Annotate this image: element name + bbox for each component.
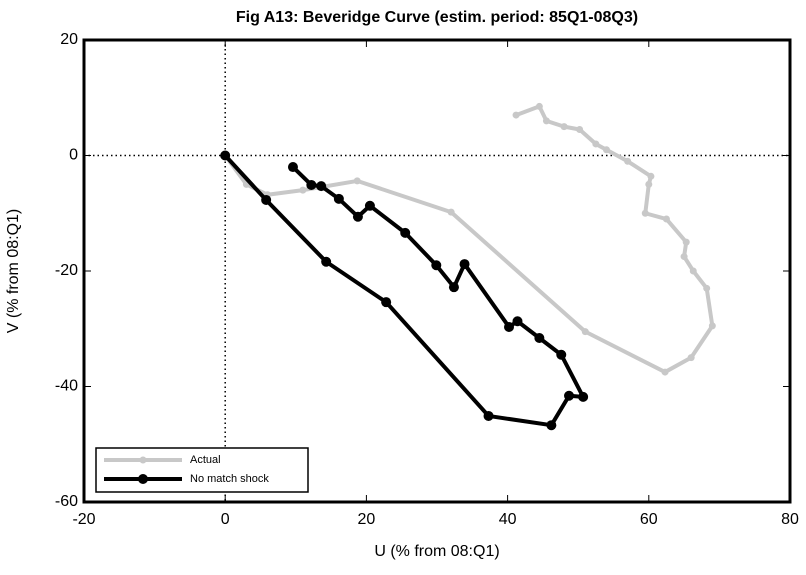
marker: [352, 211, 363, 222]
y-tick-label: -20: [55, 262, 78, 279]
marker: [578, 391, 589, 402]
marker: [680, 253, 688, 261]
legend-marker: [138, 474, 148, 484]
marker: [261, 194, 272, 205]
marker: [602, 146, 610, 154]
marker: [564, 390, 575, 401]
marker: [220, 150, 231, 161]
marker: [592, 140, 600, 148]
marker: [645, 180, 653, 188]
marker: [682, 238, 690, 246]
marker: [483, 410, 494, 421]
marker: [546, 420, 557, 431]
marker: [512, 111, 520, 119]
marker: [431, 260, 442, 271]
marker: [306, 179, 317, 190]
x-tick-label: 60: [640, 511, 658, 528]
marker: [624, 157, 632, 165]
marker: [321, 256, 332, 267]
chart-title: Fig A13: Beveridge Curve (estim. period:…: [236, 9, 638, 26]
y-tick-label: 20: [60, 31, 78, 48]
y-tick-label: -40: [55, 378, 78, 395]
marker: [689, 267, 697, 275]
marker: [662, 215, 670, 223]
x-axis-label: U (% from 08:Q1): [374, 543, 499, 560]
marker: [534, 332, 545, 343]
marker: [381, 297, 392, 308]
marker: [459, 259, 470, 270]
marker: [560, 123, 568, 131]
series-line: [223, 104, 715, 375]
x-tick-label: 80: [781, 511, 799, 528]
marker: [661, 368, 669, 376]
marker: [542, 117, 550, 125]
plot-frame: [82, 38, 792, 504]
x-tick-label: 20: [358, 511, 376, 528]
marker: [400, 227, 411, 238]
series-line: [223, 154, 586, 428]
marker: [556, 349, 567, 360]
marker: [448, 282, 459, 293]
marker: [703, 284, 711, 292]
legend-box: [95, 447, 309, 493]
y-axis-label: V (% from 08:Q1): [5, 209, 22, 333]
marker: [364, 200, 375, 211]
x-tick-label: -20: [72, 511, 95, 528]
marker: [708, 322, 716, 330]
y-tick-label: 0: [69, 147, 78, 164]
marker: [316, 181, 327, 192]
marker: [647, 172, 655, 180]
marker: [576, 126, 584, 134]
marker: [353, 177, 361, 185]
marker: [641, 209, 649, 217]
marker: [512, 316, 523, 327]
marker: [687, 354, 695, 362]
marker: [581, 328, 589, 336]
marker: [299, 186, 307, 194]
legend: Actual No match shock: [95, 447, 309, 493]
x-tick-label: 0: [221, 511, 230, 528]
legend-marker: [139, 456, 147, 464]
legend-label: Actual: [190, 454, 221, 466]
x-tick-label: 40: [499, 511, 517, 528]
y-tick-label: -60: [55, 493, 78, 510]
marker: [535, 102, 543, 110]
legend-label: No match shock: [190, 473, 269, 485]
marker: [333, 193, 344, 204]
marker: [504, 322, 515, 333]
marker: [447, 208, 455, 216]
marker: [287, 162, 298, 173]
